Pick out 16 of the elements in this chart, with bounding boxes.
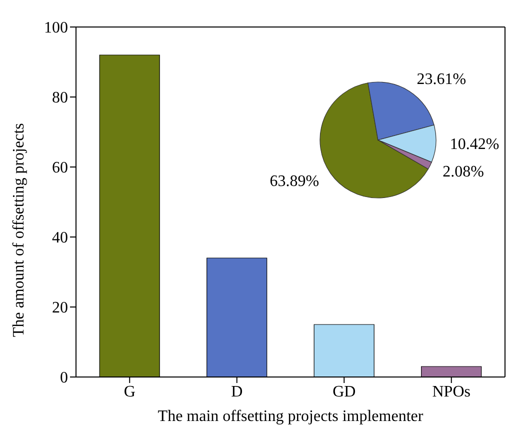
y-axis-title: The amount of offsetting projects — [10, 123, 28, 337]
data-label: 23.61% — [416, 70, 466, 88]
x-tick-label: G — [124, 383, 136, 400]
x-tick-label: NPOs — [432, 383, 470, 400]
y-tick-label: 0 — [60, 370, 68, 387]
y-tick-label: 80 — [52, 90, 68, 107]
y-tick-label: 100 — [44, 20, 68, 37]
x-axis-title: The main offsetting projects implementer — [158, 408, 424, 425]
data-label: 10.42% — [450, 136, 500, 154]
data-label: 63.89% — [270, 172, 320, 190]
y-tick-label: 60 — [52, 160, 68, 177]
x-tick-label: GD — [332, 383, 356, 400]
y-tick-label: 20 — [52, 300, 68, 317]
data-label: 2.08% — [442, 163, 484, 180]
y-tick-label: 40 — [52, 230, 68, 247]
x-tick-label: D — [231, 383, 243, 400]
